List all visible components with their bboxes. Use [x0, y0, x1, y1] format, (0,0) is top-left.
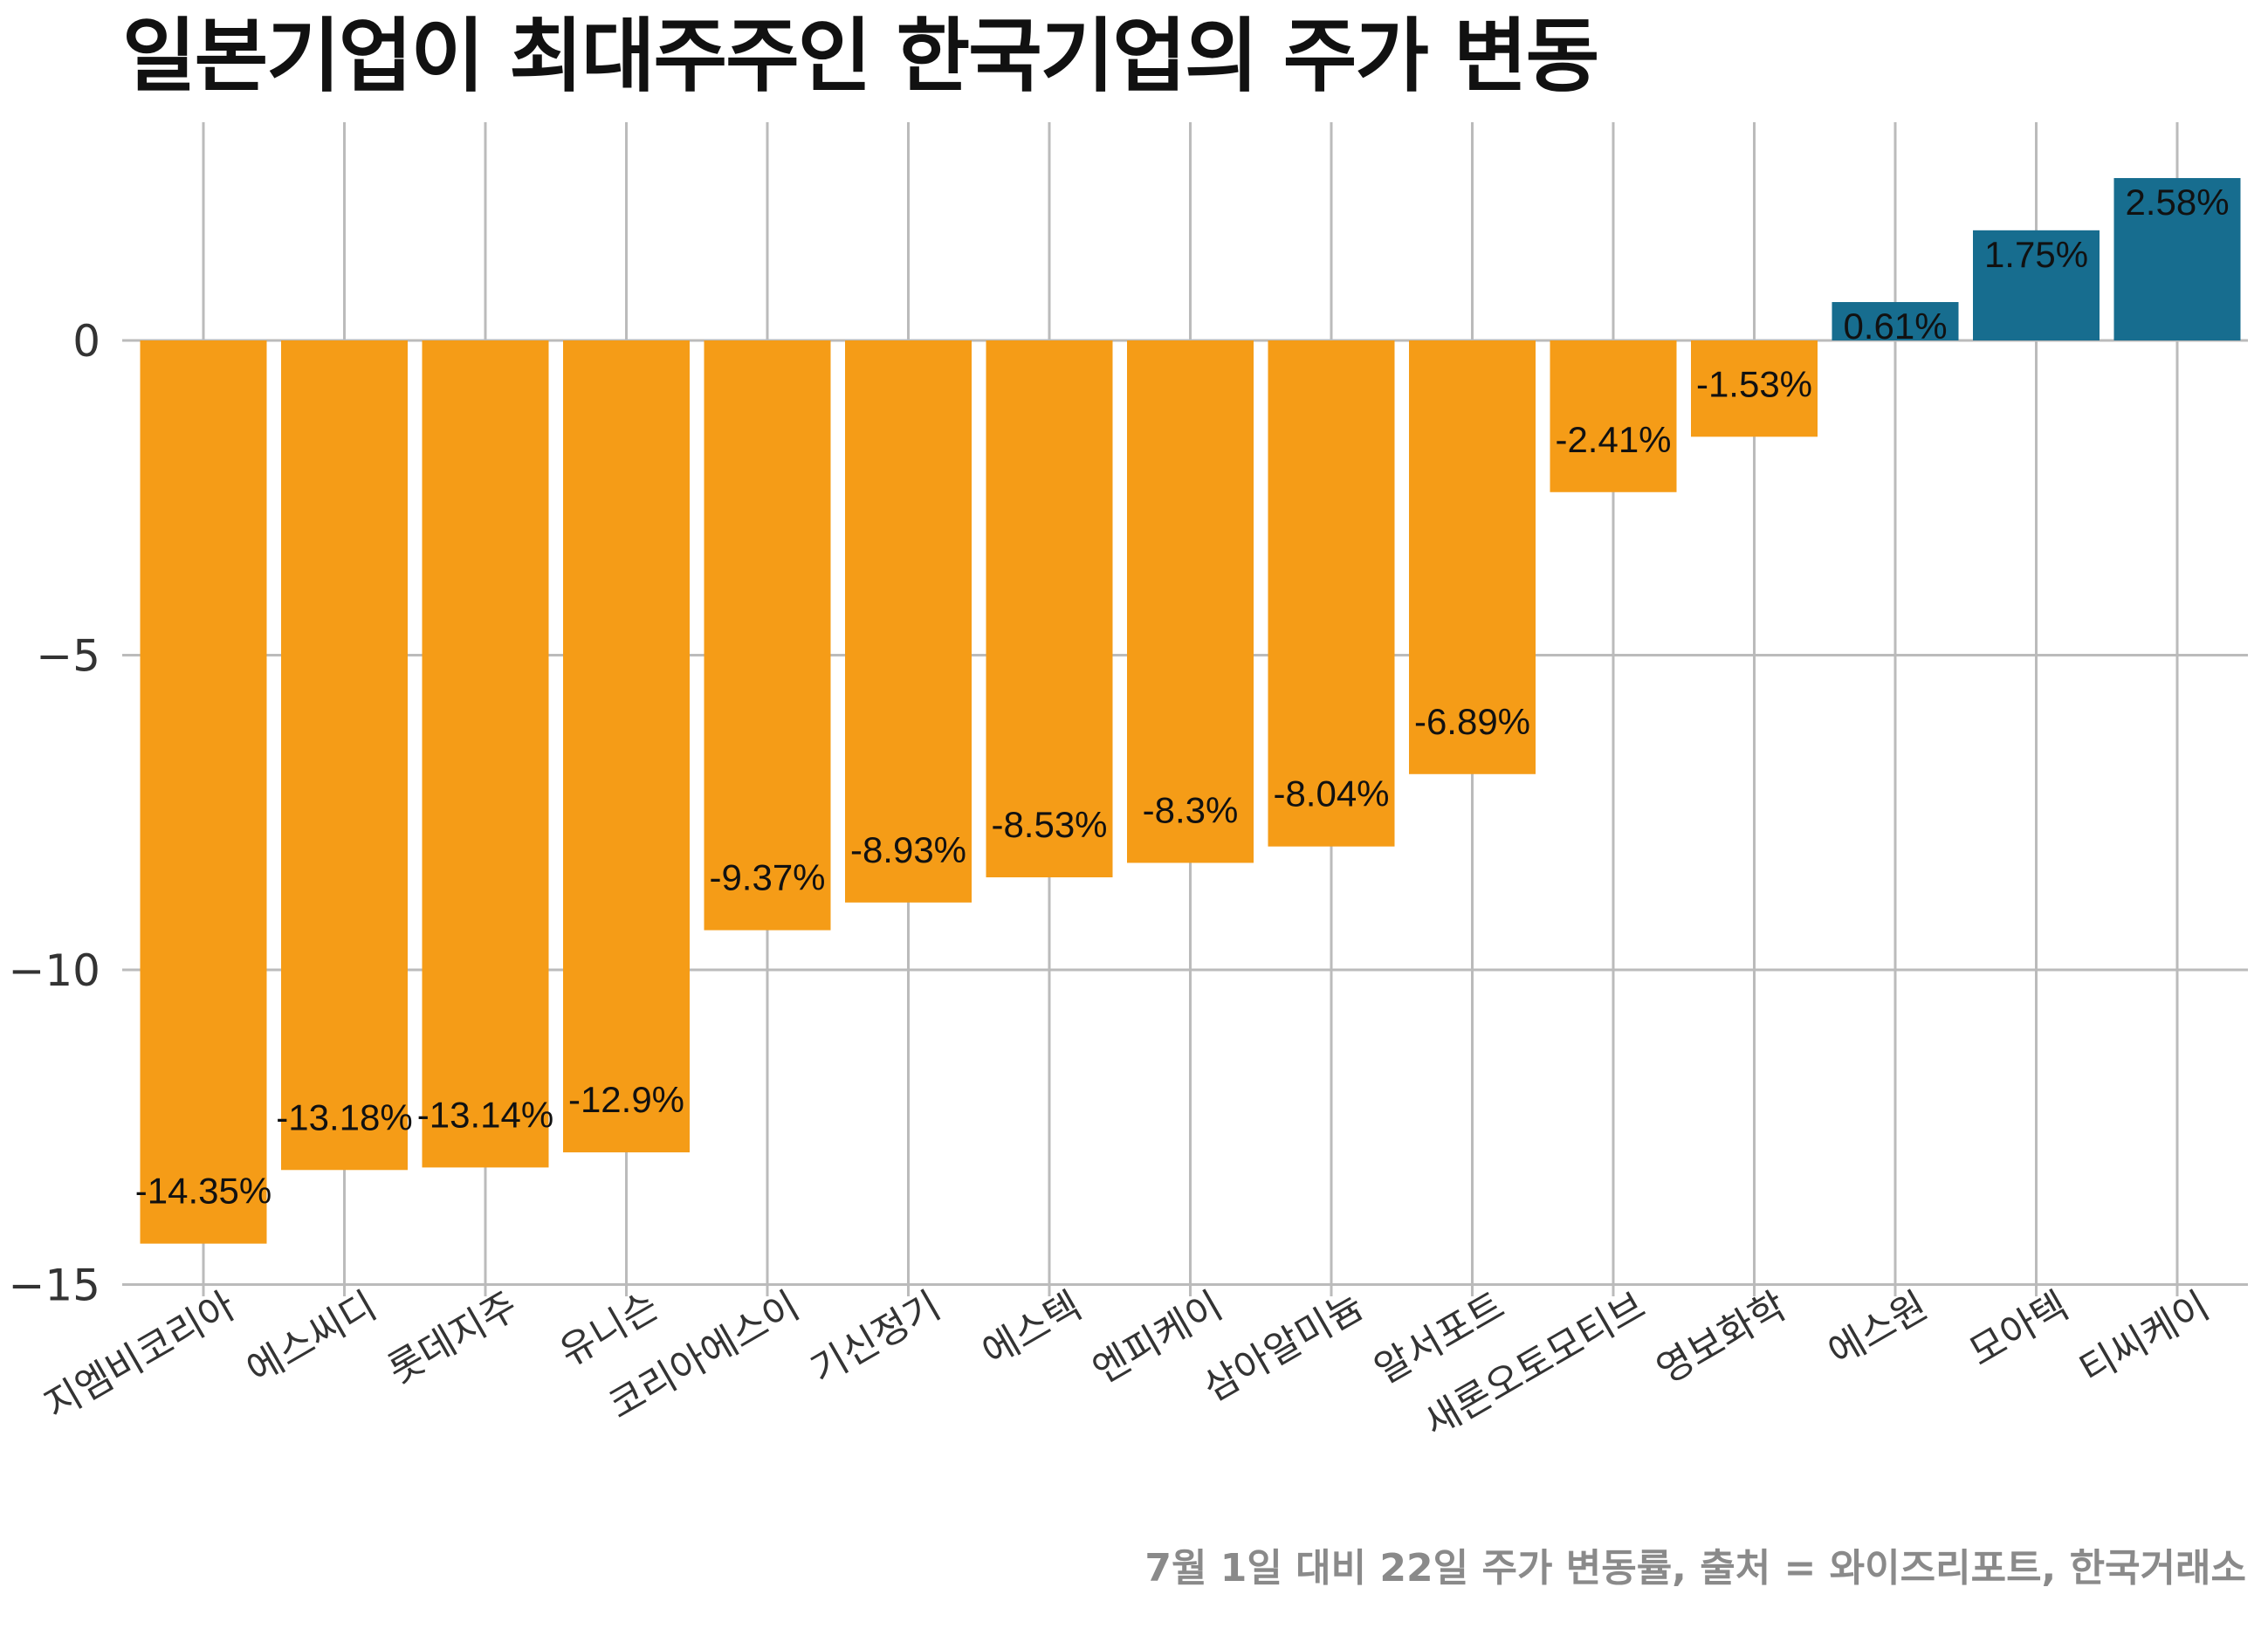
data-label: -8.53%: [991, 804, 1107, 845]
data-label: -14.35%: [135, 1171, 271, 1212]
data-label: -8.04%: [1273, 773, 1389, 814]
bar: [281, 340, 408, 1171]
data-label: 2.58%: [2125, 182, 2229, 223]
bar: [1691, 340, 1818, 437]
bar: [2113, 177, 2241, 340]
bar: [1973, 230, 2100, 340]
bar: [1409, 340, 1536, 774]
bar: [1550, 340, 1677, 492]
category-label: 기신정기: [803, 1283, 948, 1392]
bar: [704, 340, 831, 931]
category-label: 롯데지주: [381, 1283, 526, 1392]
y-axis-tick-labels: 0 −5 −10 −15: [8, 316, 100, 1311]
category-label: 티씨케이: [2072, 1283, 2217, 1392]
bar: [1268, 340, 1395, 847]
data-label: -1.53%: [1696, 363, 1812, 404]
value-labels: -14.35%-13.18% -13.14% -12.9%-9.37%-8.93%-…: [135, 182, 2230, 1212]
bar: [563, 340, 690, 1153]
data-label: -6.89%: [1414, 701, 1530, 742]
chart-title: 일본기업이 최대주주인 한국기업의 주가 변동: [122, 10, 1599, 103]
y-tick-label: −10: [8, 945, 100, 996]
y-tick-label: −5: [36, 631, 100, 682]
bar: [140, 340, 267, 1244]
bar: [1127, 340, 1254, 863]
data-label: -13.18%: [276, 1096, 412, 1137]
bar: [1832, 302, 1959, 340]
category-label: 영보화학: [1649, 1283, 1794, 1392]
data-label: -2.41%: [1555, 419, 1671, 460]
bar: [422, 340, 549, 1168]
bar: [986, 340, 1113, 878]
data-label: -13.14%: [417, 1094, 553, 1135]
y-tick-label: 0: [72, 316, 100, 367]
bars: [140, 177, 2241, 1244]
category-label: 삼아알미늄: [1196, 1283, 1371, 1410]
category-label: 에스씨디: [239, 1283, 384, 1392]
category-label: 에스텍: [975, 1283, 1089, 1375]
chart-caption: 7월 1일 대비 22일 주가 변동률, 출처 = 와이즈리포트, 한국거래소: [1144, 1546, 2246, 1591]
data-label: 0.61%: [1843, 306, 1947, 347]
data-label: -12.9%: [568, 1079, 684, 1120]
category-label: 모아텍: [1962, 1283, 2076, 1375]
data-label: -9.37%: [709, 857, 825, 898]
category-label: 에스원: [1821, 1283, 1935, 1375]
bar: [845, 340, 972, 903]
data-label: -8.93%: [850, 829, 966, 870]
data-label: 1.75%: [1984, 234, 2088, 275]
y-tick-label: −15: [8, 1261, 100, 1311]
data-label: -8.3%: [1143, 789, 1239, 830]
